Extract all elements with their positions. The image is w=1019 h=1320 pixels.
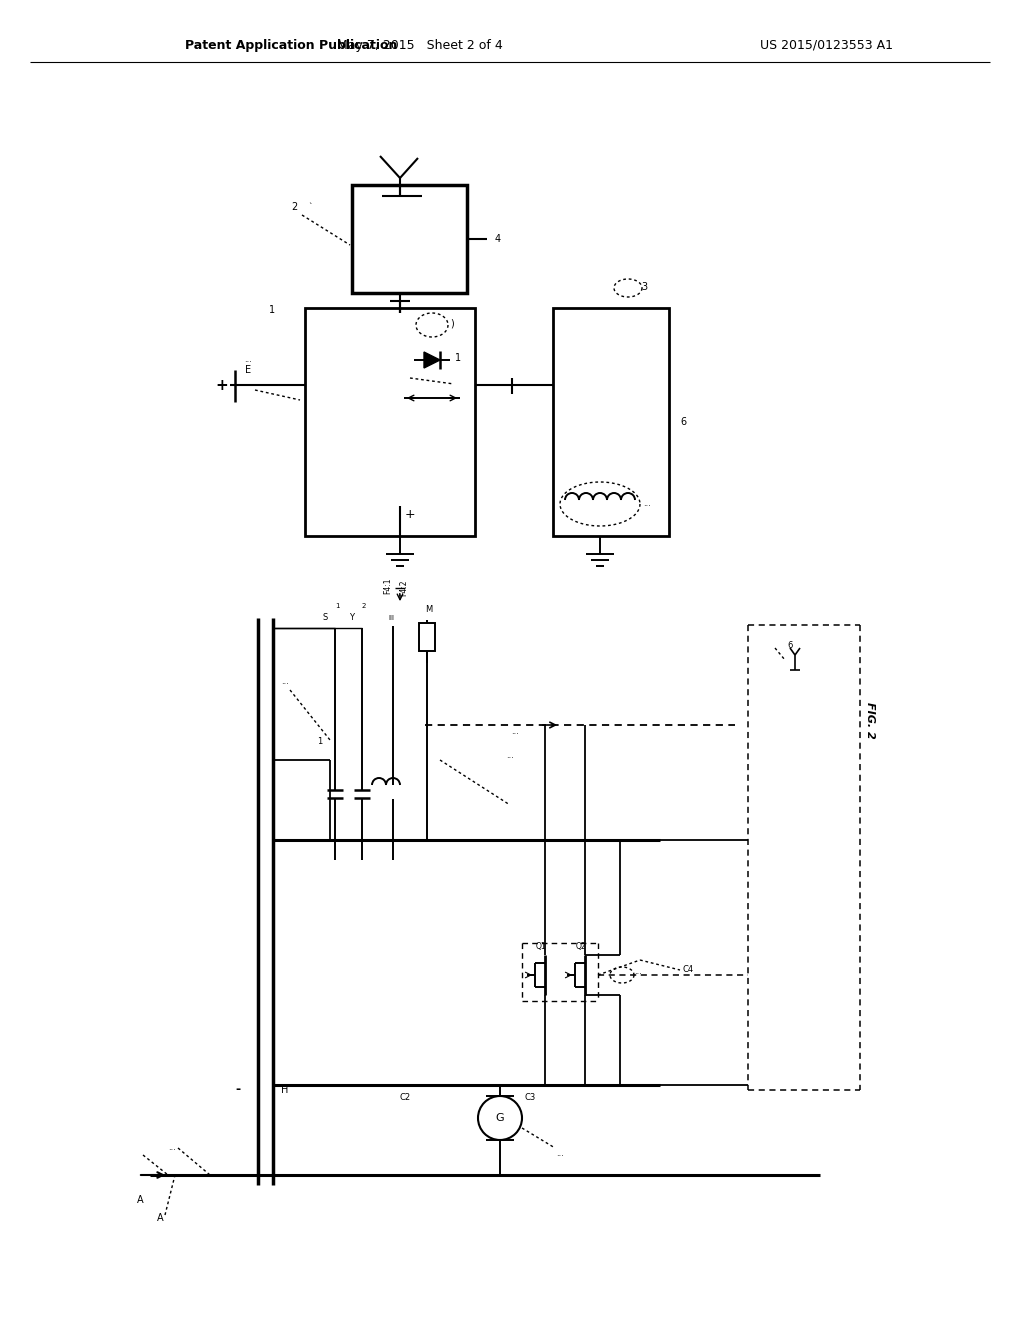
Text: 2: 2	[290, 202, 297, 213]
Text: US 2015/0123553 A1: US 2015/0123553 A1	[759, 38, 892, 51]
Text: III: III	[387, 615, 393, 620]
Text: C4: C4	[682, 965, 693, 974]
Text: -: -	[235, 1084, 240, 1097]
Text: 1: 1	[454, 352, 461, 363]
Text: ...: ...	[168, 1143, 175, 1152]
Text: S: S	[322, 614, 327, 623]
Text: C3: C3	[524, 1093, 535, 1101]
Text: 2: 2	[362, 603, 366, 609]
Text: Y: Y	[350, 614, 355, 623]
Text: 1: 1	[334, 603, 339, 609]
Bar	[305, 308, 475, 536]
Text: 3: 3	[640, 282, 646, 292]
Text: ...: ...	[511, 727, 519, 737]
Bar	[352, 185, 467, 293]
Text: 6: 6	[787, 640, 792, 649]
Text: F4:2: F4:2	[399, 579, 408, 597]
Text: C2: C2	[399, 1093, 411, 1101]
Text: M: M	[425, 606, 432, 615]
Text: H: H	[281, 1085, 288, 1096]
Bar	[419, 623, 434, 651]
Text: +: +	[405, 507, 415, 520]
Text: Patent Application Publication: Patent Application Publication	[184, 38, 397, 51]
Text: ...: ...	[634, 966, 641, 975]
Text: 1: 1	[317, 738, 322, 747]
Text: ...: ...	[642, 499, 650, 508]
Text: A: A	[137, 1195, 144, 1205]
Text: Q2: Q2	[575, 942, 586, 952]
Text: ...: ...	[281, 677, 288, 686]
Text: ...: ...	[505, 751, 514, 759]
Text: A: A	[157, 1213, 163, 1224]
Text: `: `	[308, 202, 312, 211]
Text: ...: ...	[555, 1148, 564, 1158]
Text: Q1: Q1	[535, 942, 546, 952]
Text: 1: 1	[269, 305, 275, 315]
Polygon shape	[424, 352, 439, 368]
Text: ...: ...	[244, 355, 252, 364]
Text: 4: 4	[494, 234, 500, 244]
Bar	[552, 308, 668, 536]
Text: FIG. 2: FIG. 2	[864, 702, 874, 738]
Text: 6: 6	[680, 417, 686, 426]
Text: E: E	[245, 366, 251, 375]
Text: May 7, 2015   Sheet 2 of 4: May 7, 2015 Sheet 2 of 4	[337, 38, 502, 51]
Text: ): )	[449, 319, 453, 329]
Text: F4:1: F4:1	[383, 578, 392, 594]
Circle shape	[478, 1096, 522, 1140]
Text: G: G	[495, 1113, 503, 1123]
Text: +: +	[215, 378, 228, 392]
